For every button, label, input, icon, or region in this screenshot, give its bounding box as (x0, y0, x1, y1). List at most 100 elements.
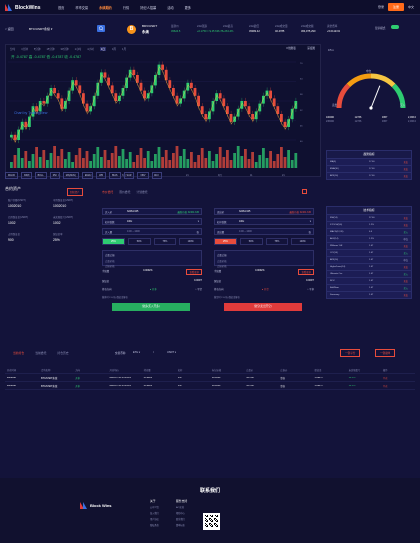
login-link[interactable]: 登录 (377, 5, 384, 9)
nav-item[interactable]: 币币交易 (75, 6, 89, 10)
price-hint: 最新价格 32464.345 (289, 210, 311, 214)
nav-item[interactable]: 行情 (122, 6, 130, 10)
pair-select[interactable]: BTC/USDT永续 ▾ (29, 27, 53, 31)
nav-item[interactable]: 首页 (58, 6, 65, 10)
kline-tab[interactable]: K线图表 (286, 47, 296, 50)
language-selector[interactable]: 中文 (407, 5, 414, 9)
take-profit-input[interactable]: 止盈价格 (105, 260, 115, 263)
brand-logo[interactable]: BlockWins (5, 4, 41, 11)
nav-item[interactable]: 更多 (184, 6, 191, 10)
close-radio[interactable]: ○ 平多 (307, 288, 314, 291)
calculator-icon[interactable] (302, 189, 307, 194)
indicator-button[interactable]: OBV (137, 172, 149, 179)
chart-interval-tab[interactable]: 5分钟 (33, 47, 41, 51)
order-type-tab[interactable]: 计划委托 (136, 190, 148, 194)
footer-link[interactable]: 隐私条款 (150, 525, 159, 527)
indicator-button[interactable]: RSI (49, 172, 60, 179)
footer-link[interactable]: 联系我们 (176, 519, 185, 521)
transfer-assets-button[interactable]: 划转资产 (67, 188, 83, 196)
indicator-button[interactable]: SAR (123, 172, 135, 179)
footer-link[interactable]: 公司介绍 (150, 507, 159, 509)
order-type-tab[interactable]: 市价委托 (102, 190, 114, 194)
close-position-button[interactable]: 平仓 (382, 377, 388, 380)
percent-button[interactable]: 100% (291, 238, 314, 245)
back-link[interactable]: < 返回 (5, 27, 14, 31)
candle (107, 77, 110, 86)
table-cell: 40.2226 (212, 384, 221, 387)
positions-tab[interactable]: 当前持仓 (13, 351, 25, 355)
chart-interval-tab[interactable]: 分时 (10, 47, 16, 51)
leverage-select[interactable]: 杠杆倍数 100x ▾ (214, 218, 314, 225)
percent-button[interactable]: 25% (102, 238, 125, 245)
indicator-button[interactable]: CCI (151, 172, 162, 179)
tp-sl-field[interactable]: 止盈止损 止盈价格 止损价格 (102, 250, 202, 268)
tp-sl-field[interactable]: 止盈止损 止盈价格 止损价格 (214, 250, 314, 268)
order-type-tab[interactable]: 限价委托 (119, 190, 131, 194)
search-button[interactable] (97, 25, 105, 32)
open-radio[interactable]: ● 开空 (261, 288, 269, 291)
chart-interval-tab[interactable]: 1月 (122, 47, 127, 51)
indicator-button[interactable]: EMA (81, 172, 94, 179)
footer-link[interactable]: 用户协议 (150, 519, 159, 521)
chart-interval-tab[interactable]: 1小时 (74, 47, 82, 51)
stop-loss-input[interactable]: 止损价格 (217, 265, 227, 268)
fee-more-button[interactable]: 查看更多 (298, 269, 314, 275)
price-field[interactable]: 买入价 32464.345 最新价格 32464.345 (102, 208, 202, 215)
nav-item[interactable]: 永续期约 (99, 6, 112, 10)
nav-item[interactable]: 好纪人招募 (140, 6, 157, 10)
indicator-button[interactable]: BIAS (109, 172, 121, 179)
depth-tab[interactable]: 深度图 (307, 47, 315, 50)
percent-button[interactable]: 50% (239, 238, 263, 245)
table-cell: 1.099.77 (314, 384, 324, 387)
chart-interval-tab[interactable]: 30分钟 (60, 47, 69, 51)
indicator-button[interactable]: KDJ (21, 172, 32, 179)
percent-button[interactable]: 25% (214, 238, 237, 245)
volume-bar (85, 151, 89, 168)
footer-link[interactable]: API文档 (176, 507, 184, 509)
mode-toggle[interactable] (391, 25, 399, 29)
footer-link[interactable]: 帮助中心 (176, 513, 185, 515)
asset-label: 账户余额(USDT) (8, 199, 26, 202)
indicator-button[interactable]: BOLL (34, 172, 47, 179)
open-radio[interactable]: ● 开多 (149, 288, 157, 291)
cancel-all-button[interactable]: 一键撤单 (375, 349, 396, 357)
positions-tab[interactable]: 当前委托 (35, 351, 47, 355)
chart-interval-tab[interactable]: 1日 (99, 46, 106, 51)
qr-module (211, 516, 212, 517)
chart-interval-tab[interactable]: 1周 (111, 47, 116, 51)
indicator-button[interactable]: MACD (5, 172, 19, 179)
candle (161, 64, 164, 70)
depth-select[interactable]: 0.5 ▾ (328, 49, 334, 52)
percent-button[interactable]: 100% (179, 238, 202, 245)
chart-interval-tab[interactable]: 15分钟 (46, 47, 55, 51)
stop-loss-input[interactable]: 止损价格 (105, 265, 115, 268)
footer-link[interactable]: 加入我们 (150, 513, 159, 515)
filter-quote-select[interactable]: USDT ▾ (167, 351, 177, 354)
price-field[interactable]: 卖出价 32464.345 最新价格 32464.345 (214, 208, 314, 215)
nav-item[interactable]: 活动 (167, 6, 174, 10)
buy-long-button[interactable]: 做多(买入开多) (112, 303, 190, 311)
close-all-button[interactable]: 一键平仓 (340, 349, 361, 357)
register-button[interactable]: 注册 (387, 3, 404, 11)
qr-module (209, 524, 210, 525)
percent-button[interactable]: 75% (265, 238, 289, 245)
indicator-button[interactable]: WR (96, 172, 107, 179)
percent-button[interactable]: 50% (127, 238, 151, 245)
indicator-name: CCI(14) (330, 252, 338, 254)
close-position-button[interactable]: 平仓 (382, 385, 388, 388)
leverage-select[interactable]: 杠杆倍数 100x ▾ (102, 218, 202, 225)
chart-interval-tab[interactable]: 1分钟 (21, 47, 28, 51)
positions-tab[interactable]: 持仓历史 (57, 351, 69, 355)
fee-more-button[interactable]: 查看更多 (186, 269, 202, 275)
filter-coin-select[interactable]: ETH ▾ (133, 351, 141, 354)
chart-interval-tab[interactable]: 4小时 (87, 47, 94, 51)
indicator-button[interactable]: MA(MAV) (62, 172, 79, 179)
sell-short-button[interactable]: 做空(卖出开空) (224, 303, 302, 311)
amount-input[interactable]: 买入量 0.00 ~ 1000 张 (102, 228, 202, 235)
close-radio[interactable]: ○ 平空 (195, 288, 202, 291)
footer-link[interactable]: 费率标准 (176, 525, 185, 527)
take-profit-input[interactable]: 止盈价格 (217, 260, 227, 263)
amount-input[interactable]: 卖出量 0.00 ~ 1000 张 (214, 228, 314, 235)
percent-button[interactable]: 75% (153, 238, 177, 245)
